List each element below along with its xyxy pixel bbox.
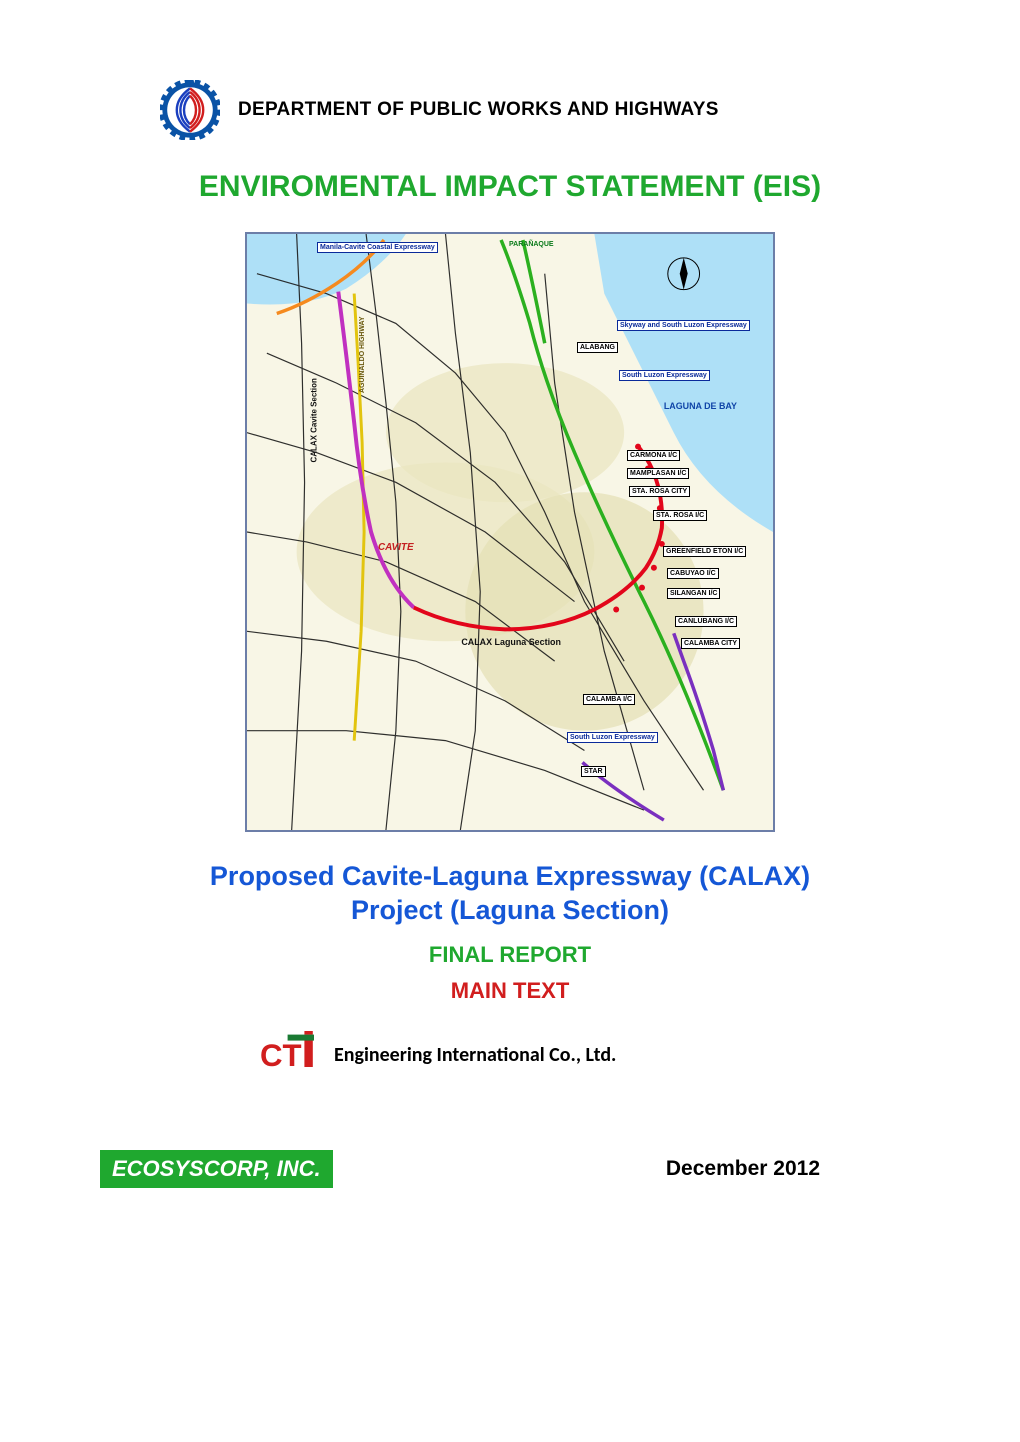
report-date: December 2012 <box>666 1157 820 1181</box>
map-callout: MAMPLASAN I/C <box>627 468 689 479</box>
cti-letters: CT <box>260 1037 302 1072</box>
document-page: /*no-op*/ <box>0 0 1020 1442</box>
map-callout: ALABANG <box>577 342 618 353</box>
map-callout: South Luzon Expressway <box>567 732 658 743</box>
header-row: /*no-op*/ <box>160 80 920 140</box>
project-title-line1: Proposed Cavite-Laguna Expressway (CALAX… <box>210 861 810 891</box>
company-row: CT Engineering International Co., Ltd. <box>260 1030 920 1080</box>
map-callout: South Luzon Expressway <box>619 370 710 381</box>
final-report-label: FINAL REPORT <box>100 942 920 968</box>
map-callout: CABUYAO I/C <box>667 568 719 579</box>
map-callout: CANLUBANG I/C <box>675 616 737 627</box>
map-callout: STA. ROSA I/C <box>653 510 707 521</box>
map-callout: PARAÑAQUE <box>507 240 556 249</box>
project-title: Proposed Cavite-Laguna Expressway (CALAX… <box>100 860 920 928</box>
eis-title: ENVIROMENTAL IMPACT STATEMENT (EIS) <box>100 170 920 204</box>
map-callout: CALAMBA I/C <box>583 694 635 705</box>
company-name: Engineering International Co., Ltd. <box>334 1043 616 1067</box>
map-callout: STAR <box>581 766 606 777</box>
map-calax-laguna-label: CALAX Laguna Section <box>461 637 561 647</box>
map-callout: STA. ROSA CITY <box>629 486 690 497</box>
cti-logo-icon: CT <box>260 1030 320 1080</box>
project-map: LAGUNA DE BAY CAVITE CALAX Laguna Sectio… <box>245 232 775 832</box>
map-cavite-label: CAVITE <box>378 542 414 553</box>
map-callout: GREENFIELD ETON I/C <box>663 546 746 557</box>
map-callout: CALAMBA CITY <box>681 638 740 649</box>
map-callout: CARMONA I/C <box>627 450 680 461</box>
map-water-label: LAGUNA DE BAY <box>664 401 737 411</box>
ecosyscorp-badge: ECOSYSCORP, INC. <box>100 1150 333 1188</box>
dpwh-logo-icon: /*no-op*/ <box>160 80 220 140</box>
map-aguinaldo-label: AGUINALDO HIGHWAY <box>359 316 366 393</box>
main-text-label: MAIN TEXT <box>100 978 920 1004</box>
map-callout: Manila-Cavite Coastal Expressway <box>317 242 438 253</box>
project-title-line2: Project (Laguna Section) <box>351 895 669 925</box>
map-calax-cavite-label: CALAX Cavite Section <box>309 378 318 462</box>
map-callout: Skyway and South Luzon Expressway <box>617 320 750 331</box>
footer-row: ECOSYSCORP, INC. December 2012 <box>100 1150 920 1188</box>
map-callout: SILANGAN I/C <box>667 588 720 599</box>
department-name: DEPARTMENT OF PUBLIC WORKS AND HIGHWAYS <box>238 99 719 121</box>
